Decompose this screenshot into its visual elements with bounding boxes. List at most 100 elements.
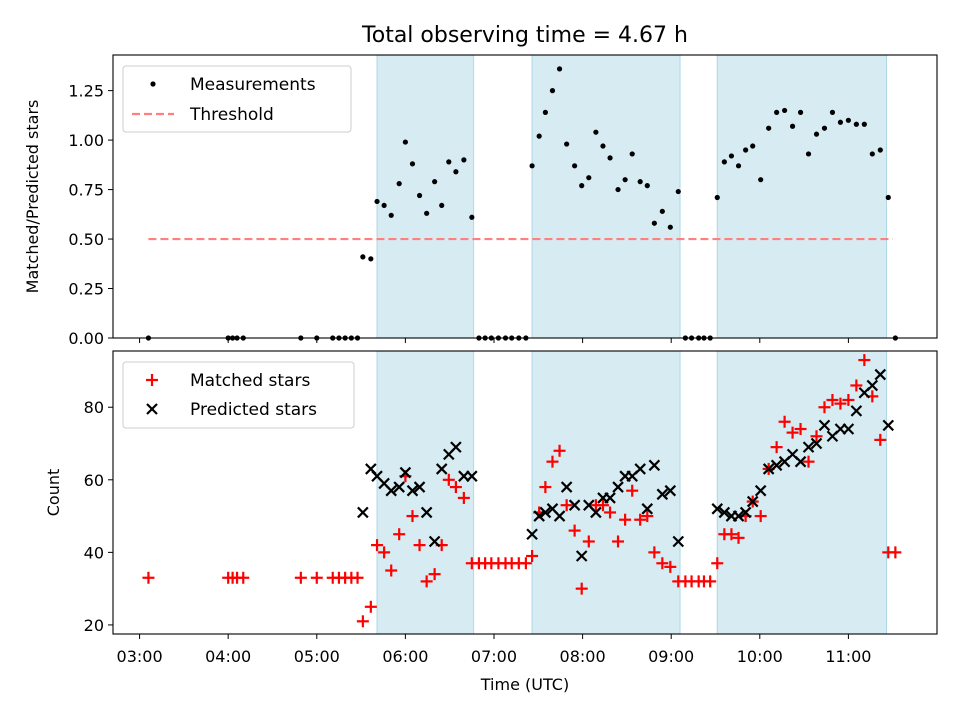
matched-star-point	[378, 546, 391, 559]
count-y-tick-label: 80	[84, 398, 104, 417]
matched-star-point	[560, 499, 573, 512]
count-legend-box	[122, 361, 355, 429]
ratio-y-tick-label: 1.25	[68, 82, 104, 101]
matched-star-point	[619, 513, 632, 526]
measurement-point	[432, 179, 438, 185]
matched-star-point	[626, 484, 639, 497]
measurement-point	[446, 159, 452, 165]
measurement-point	[536, 133, 542, 139]
count-y-axis-label: Count	[44, 469, 63, 517]
matched-star-point	[420, 575, 433, 588]
predicted-star-point	[604, 492, 616, 504]
matched-star-point	[310, 571, 323, 584]
ratio-y-tick-label: 1.00	[68, 131, 104, 150]
measurement-point	[469, 214, 475, 220]
measurement-point	[805, 151, 812, 157]
predicted-star-point	[850, 405, 863, 417]
matched-star-point	[786, 426, 799, 439]
predicted-star-point	[770, 459, 783, 472]
matched-star-point	[612, 535, 625, 548]
count-y-tick-label: 40	[84, 543, 104, 562]
measurement-point	[837, 119, 844, 125]
predicted-star-point	[648, 459, 661, 472]
x-axis-label: Time (UTC)	[480, 675, 569, 694]
matched-star-point	[364, 600, 377, 613]
matched-star-point	[596, 499, 609, 512]
count-y-tick-label: 20	[84, 616, 104, 635]
matched-star-point	[142, 571, 155, 584]
predicted-star-point	[866, 379, 879, 392]
matched-star-point	[858, 354, 871, 367]
predicted-star-point	[393, 481, 405, 493]
observing-window-band	[531, 54, 681, 339]
predicted-star-point	[420, 506, 433, 519]
measurement-point	[813, 131, 820, 137]
measurement-point	[564, 141, 570, 147]
predicted-star-point	[762, 463, 775, 475]
matched-star-point	[704, 575, 717, 588]
matched-star-point	[874, 433, 887, 446]
count-panel: 20 40 60 80 03:00 04:00 05:00 06:00 07:00 08:00 0…	[44, 350, 938, 694]
predicted-star-point	[539, 506, 552, 519]
measurement-point	[586, 175, 592, 181]
measurement-point	[766, 125, 772, 131]
count-legend: Matched stars Predicted stars	[122, 361, 355, 429]
ratio-y-tick-label: 0.00	[68, 329, 104, 348]
measurement-point	[829, 109, 836, 115]
matched-star-point	[294, 571, 307, 584]
ratio-panel-frame	[112, 54, 938, 339]
x-tick-label: 07:00	[471, 647, 517, 666]
matched-star-point	[818, 401, 831, 414]
predicted-star-point	[357, 506, 369, 519]
matched-star-point	[834, 397, 847, 410]
predicted-star-point	[553, 510, 566, 522]
measurement-point	[758, 177, 764, 183]
predicted-star-point	[568, 499, 581, 511]
measurement-point	[579, 183, 585, 189]
measurement-point	[821, 125, 828, 131]
predicted-star-point	[634, 463, 646, 475]
measurement-point	[402, 139, 408, 145]
predicted-star-point	[466, 470, 478, 482]
predicted-star-point	[560, 481, 573, 493]
measurement-point	[637, 179, 643, 185]
matched-star-point	[519, 557, 532, 570]
observing-window-band	[716, 54, 887, 339]
measurement-point	[845, 117, 851, 123]
matched-star-point	[634, 513, 647, 526]
measurement-point	[529, 163, 535, 169]
matched-star-point	[371, 539, 384, 552]
measurement-point	[607, 155, 613, 161]
ratio-y-axis-label: Matched/Predicted stars	[23, 100, 42, 294]
matched-star-point	[539, 481, 552, 494]
measurement-point	[416, 192, 423, 199]
matched-star-point	[754, 510, 767, 523]
predicted-star-point	[428, 535, 441, 548]
predicted-star-point	[711, 503, 724, 515]
measurement-point	[743, 147, 749, 153]
predicted-star-point	[435, 463, 448, 475]
x-tick-label: 09:00	[648, 647, 694, 666]
matched-star-point	[770, 441, 783, 454]
chart-title: Total observing time = 4.67 h	[361, 23, 688, 48]
predicted-star-point	[526, 528, 538, 541]
measurement-point	[388, 212, 394, 218]
predicted-star-point	[739, 506, 752, 519]
measurement-point	[439, 202, 445, 209]
measurement-point	[360, 254, 366, 260]
matched-star-point	[810, 430, 823, 443]
measurement-point	[789, 123, 796, 129]
predicted-star-point	[882, 419, 895, 432]
legend-measurements-marker	[150, 81, 156, 87]
x-tick-label: 03:00	[117, 647, 163, 666]
x-tick-label: 08:00	[560, 647, 606, 666]
observing-window-band	[376, 54, 475, 339]
predicted-star-point	[590, 506, 602, 519]
legend-measurements-label: Measurements	[190, 75, 316, 95]
count-y-tick-label: 60	[84, 471, 104, 490]
predicted-star-point	[732, 510, 745, 522]
predicted-star-point	[450, 441, 462, 453]
matched-star-point	[356, 615, 369, 628]
matched-star-point	[385, 564, 398, 577]
